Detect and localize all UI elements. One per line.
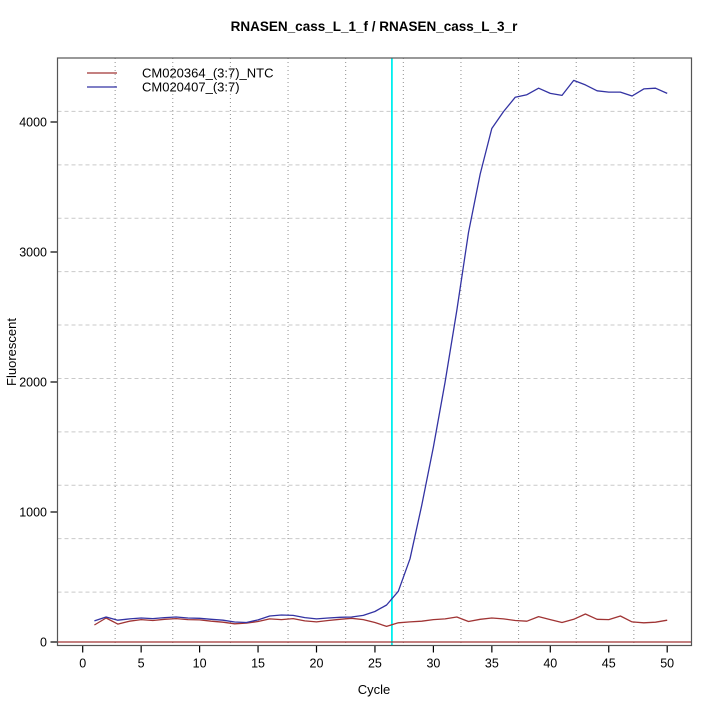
y-tick-label: 3000 [19, 246, 47, 260]
y-axis-label: Fluorescent [4, 318, 19, 386]
data-series [94, 79, 668, 628]
x-tick-label: 50 [660, 657, 674, 671]
x-tick-label: 25 [368, 657, 382, 671]
y-tick-label: 4000 [19, 116, 47, 130]
y-tick-label: 1000 [19, 506, 47, 520]
x-tick-label: 15 [251, 657, 265, 671]
x-tick-label: 30 [426, 657, 440, 671]
y-tick-label: 2000 [19, 376, 47, 390]
chart-title: RNASEN_cass_L_1_f / RNASEN_cass_L_3_r [231, 19, 518, 34]
plot-border-box [56, 57, 693, 647]
x-tick-label: 45 [602, 657, 616, 671]
x-axis-label: Cycle [358, 682, 391, 697]
x-tick-label: 40 [543, 657, 557, 671]
x-tick-label: 0 [79, 657, 86, 671]
y-tick-label: 0 [40, 636, 47, 650]
x-tick-label: 10 [193, 657, 207, 671]
series-curve-sample [94, 79, 668, 624]
grid-lines [57, 58, 692, 646]
legend-label: CM020364_(3:7)_NTC [142, 66, 274, 81]
legend-label: CM020407_(3:7) [142, 80, 240, 95]
x-tick-label: 5 [138, 657, 145, 671]
reference-lines [57, 58, 692, 646]
x-tick-label: 20 [310, 657, 324, 671]
series-curve-ntc [94, 613, 668, 628]
x-tick-label: 35 [485, 657, 499, 671]
axis-ticks: 0 5 10 15 20 25 30 35 40 45 50 0 1000 2000 3000 4000 [19, 116, 674, 671]
